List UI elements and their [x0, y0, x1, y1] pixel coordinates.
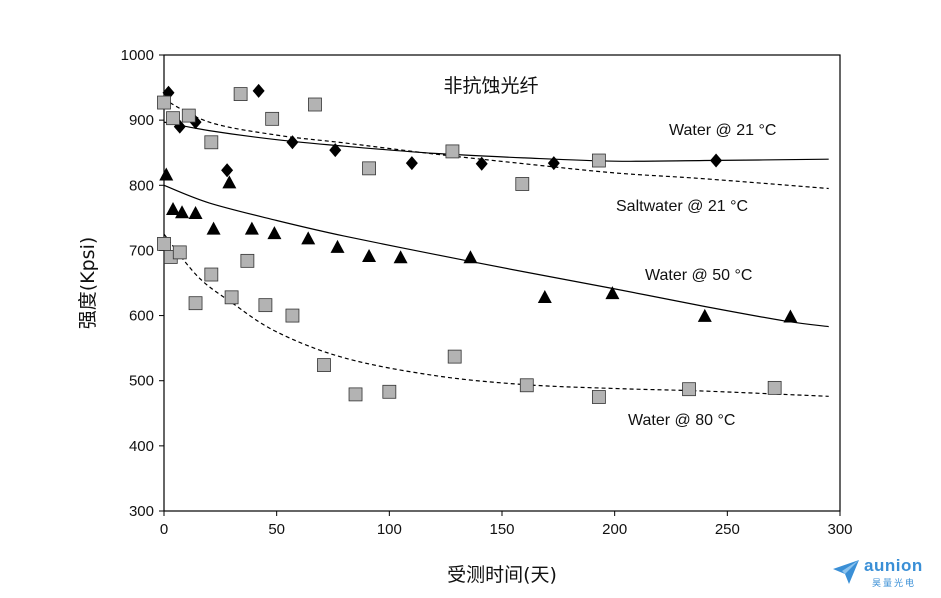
data-point-triangle	[537, 289, 552, 303]
y-tick-label: 500	[129, 373, 154, 390]
y-axis: 300 400 500 600 700 800 900 1000	[121, 47, 164, 520]
x-tick-label: 50	[268, 521, 285, 538]
data-point-square	[157, 95, 171, 110]
data-point-square	[157, 237, 171, 251]
data-point-diamond	[475, 156, 488, 171]
data-point-square	[515, 177, 530, 191]
data-point-square	[258, 298, 273, 313]
data-point-square	[591, 390, 606, 404]
data-point-square	[382, 384, 397, 399]
series-label-saltwater-21: Saltwater @ 21 °C	[616, 198, 748, 215]
data-point-square	[362, 161, 376, 176]
data-point-triangle	[166, 202, 181, 216]
data-point-triangle	[175, 205, 190, 219]
x-tick-label: 150	[489, 521, 514, 538]
paper-plane-icon	[833, 560, 859, 584]
data-point-square	[172, 245, 187, 260]
data-markers	[157, 83, 798, 404]
data-point-diamond	[221, 163, 234, 178]
data-point-square	[188, 296, 203, 311]
data-point-square	[181, 108, 196, 123]
fit-curve-2	[163, 184, 829, 328]
data-point-square	[445, 144, 460, 159]
y-tick-label: 1000	[121, 47, 154, 64]
data-point-triangle	[362, 248, 377, 262]
x-tick-label: 250	[715, 521, 740, 538]
y-tick-label: 300	[129, 503, 154, 520]
data-point-square	[767, 380, 782, 395]
series-label-water-80: Water @ 80 °C	[628, 412, 735, 429]
data-point-square	[240, 253, 255, 268]
y-axis-title: 强度(Kpsi)	[77, 237, 99, 330]
y-tick-label: 900	[129, 112, 154, 129]
data-point-square	[224, 290, 239, 305]
y-tick-label: 700	[129, 242, 154, 259]
data-point-square	[265, 111, 280, 126]
data-point-triangle	[188, 205, 203, 219]
data-point-triangle	[783, 309, 798, 323]
data-point-square	[233, 87, 248, 101]
data-point-diamond	[252, 83, 265, 98]
brand-name: aunion	[864, 556, 923, 575]
data-point-triangle	[605, 286, 620, 300]
y-tick-label: 600	[129, 308, 154, 325]
data-point-diamond	[329, 143, 342, 158]
data-point-triangle	[244, 221, 259, 235]
chart-title: 非抗蚀光纤	[443, 75, 538, 97]
data-point-triangle	[301, 231, 316, 245]
data-point-triangle	[206, 221, 221, 235]
data-point-triangle	[222, 175, 237, 189]
data-point-square	[591, 153, 606, 168]
fit-curves	[163, 98, 829, 397]
data-point-square	[204, 267, 219, 282]
fit-curve-3	[163, 233, 829, 397]
data-point-square	[285, 308, 300, 323]
data-point-triangle	[393, 250, 408, 264]
data-point-diamond	[710, 153, 723, 168]
x-tick-label: 300	[827, 521, 852, 538]
fit-curve-1	[163, 98, 829, 190]
data-point-triangle	[697, 308, 712, 322]
x-tick-label: 0	[160, 521, 168, 538]
x-axis-title: 受测时间(天)	[447, 564, 557, 586]
data-point-triangle	[159, 167, 174, 181]
series-label-water-21: Water @ 21 °C	[669, 122, 776, 139]
data-point-square	[204, 135, 219, 150]
data-point-square	[348, 387, 363, 402]
data-point-diamond	[286, 135, 299, 150]
data-point-diamond	[405, 156, 418, 171]
y-tick-label: 800	[129, 177, 154, 194]
data-point-triangle	[330, 239, 345, 253]
brand-subtitle: 昊量光电	[872, 579, 917, 589]
y-tick-label: 400	[129, 438, 154, 455]
x-axis: 0 50 100 150 200 250 300	[160, 511, 853, 538]
data-point-square	[447, 349, 462, 364]
data-point-square	[166, 111, 180, 126]
data-point-square	[519, 378, 534, 393]
data-point-diamond	[547, 156, 560, 171]
brand-logo: aunion 昊量光电	[832, 556, 932, 589]
x-tick-label: 100	[377, 521, 402, 538]
x-tick-label: 200	[602, 521, 627, 538]
data-point-triangle	[463, 250, 478, 264]
data-point-square	[682, 382, 696, 397]
data-point-square	[317, 358, 331, 372]
series-label-water-50: Water @ 50 °C	[645, 267, 752, 284]
data-point-square	[308, 97, 322, 112]
data-point-triangle	[267, 226, 282, 240]
